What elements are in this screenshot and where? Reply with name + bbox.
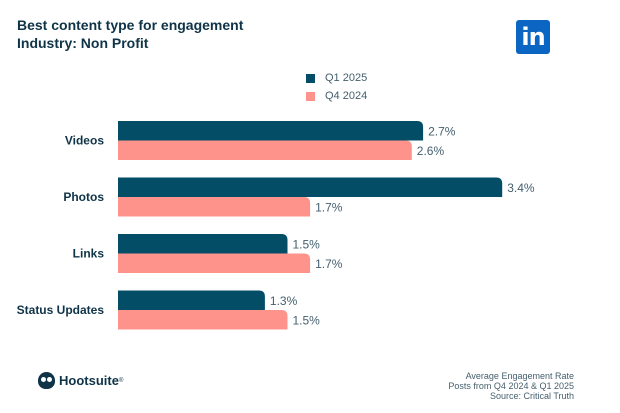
category-label: Links <box>73 247 105 261</box>
data-label: 1.7% <box>315 200 343 214</box>
legend-swatch <box>306 91 315 101</box>
legend-label: Q1 2025 <box>325 72 368 84</box>
bar-q1-2025 <box>118 121 424 141</box>
footnote-metric: Average Engagement Rate <box>465 371 574 381</box>
legend-item-q1-2025: Q1 2025 <box>306 69 367 87</box>
bar-q4-2024 <box>118 310 288 330</box>
legend-label: Q4 2024 <box>325 90 368 102</box>
bar-q1-2025 <box>118 290 265 310</box>
owl-icon <box>38 372 55 389</box>
footnote-period: Posts from Q4 2024 & Q1 2025 <box>448 381 574 391</box>
linkedin-logo-icon: in <box>516 20 550 54</box>
bar-q4-2024 <box>118 197 311 217</box>
category-label: Photos <box>63 190 104 204</box>
brand-name: Hootsuite <box>59 373 119 388</box>
chart-subtitle: Industry: Non Profit <box>17 35 149 51</box>
bar-q4-2024 <box>118 140 412 160</box>
category-label: Status Updates <box>17 303 105 317</box>
footnote: Average Engagement Rate Posts from Q4 20… <box>448 371 574 401</box>
bar-q4-2024 <box>118 253 311 273</box>
legend: Q1 2025 Q4 2024 <box>306 69 367 105</box>
registered-mark: ® <box>118 377 124 384</box>
bar-q1-2025 <box>118 177 503 197</box>
data-label: 1.3% <box>270 294 298 308</box>
data-label: 2.6% <box>417 144 445 158</box>
data-label: 1.5% <box>293 313 321 327</box>
footnote-source: Source: Critical Truth <box>489 391 574 401</box>
data-label: 1.5% <box>293 237 321 251</box>
hootsuite-logo: Hootsuite ® <box>38 372 123 389</box>
category-label: Videos <box>65 134 104 148</box>
data-label: 3.4% <box>507 181 535 195</box>
chart-title: Best content type for engagement <box>17 17 244 33</box>
data-label: 1.7% <box>315 257 343 271</box>
data-label: 2.7% <box>428 124 456 138</box>
legend-swatch <box>306 73 315 83</box>
bar-q1-2025 <box>118 234 288 254</box>
legend-item-q4-2024: Q4 2024 <box>306 87 367 105</box>
